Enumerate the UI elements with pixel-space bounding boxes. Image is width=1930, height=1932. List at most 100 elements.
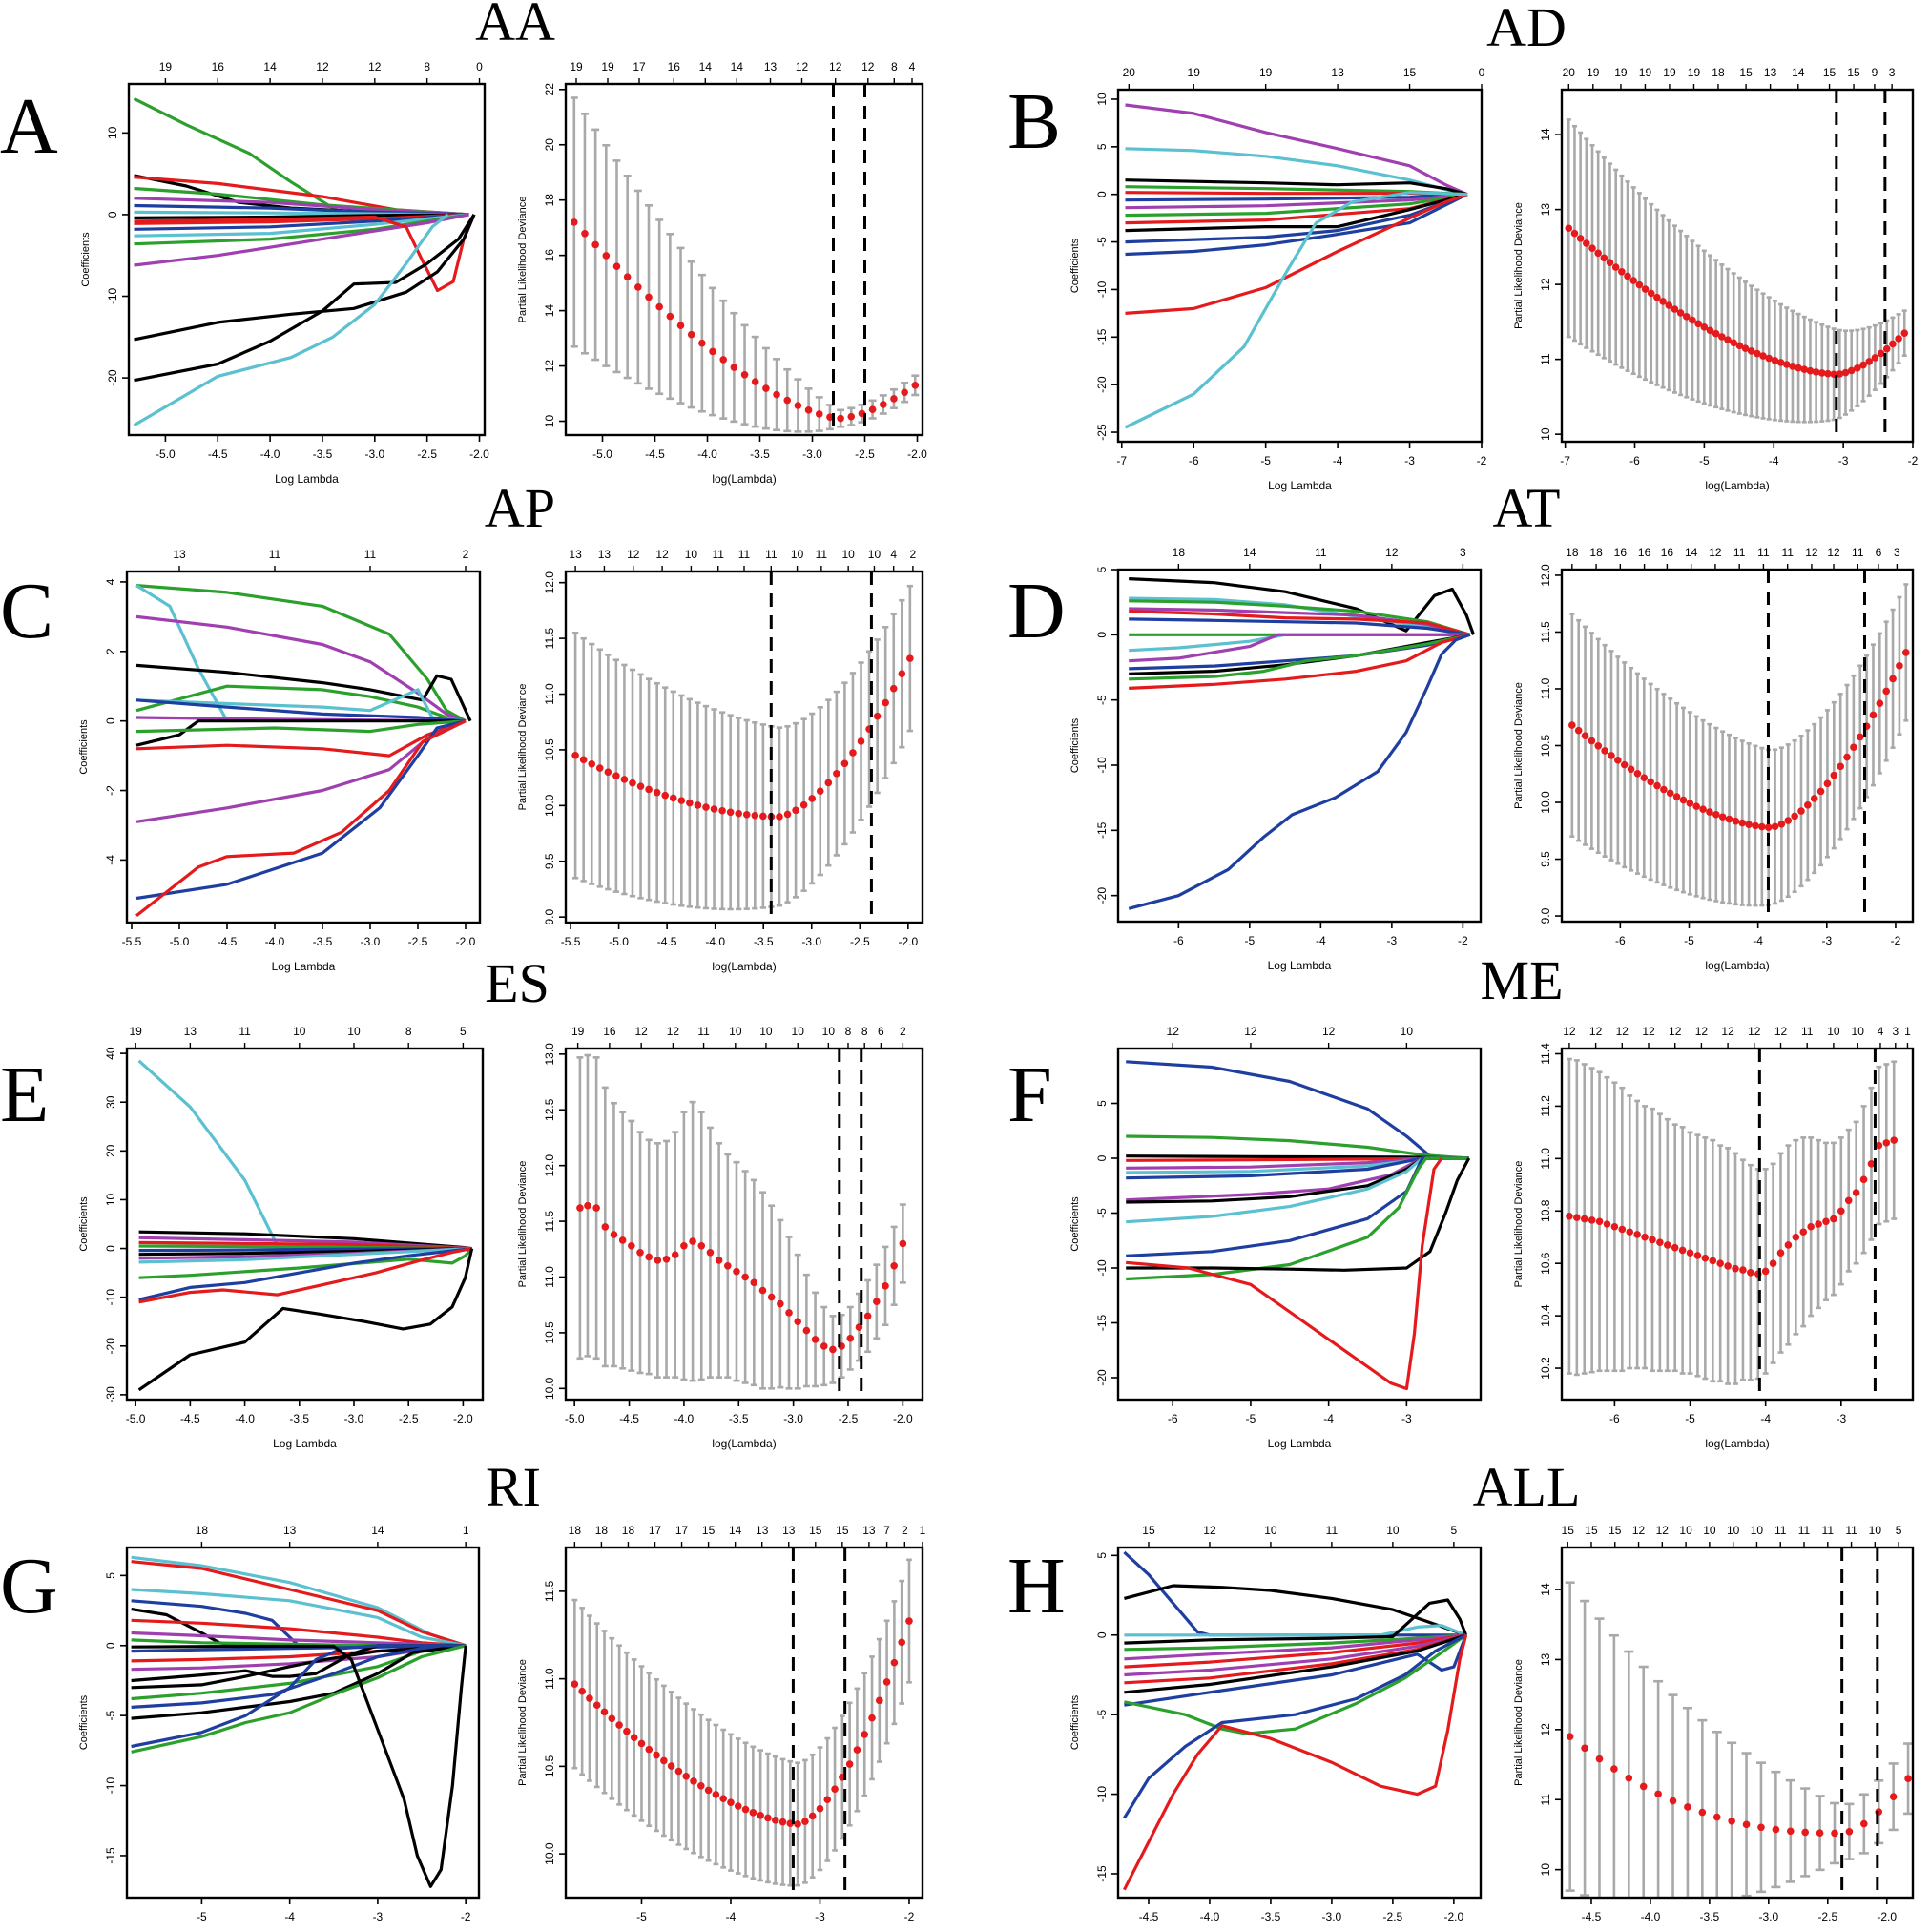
cv-point	[1784, 1241, 1793, 1249]
top-tick-label: 4	[890, 548, 897, 561]
top-tick-label: 19	[1663, 66, 1676, 79]
x-tick-label: -4.0	[235, 1412, 255, 1425]
x-axis-label: log(Lambda)	[1705, 959, 1769, 972]
cv-point	[645, 1253, 653, 1261]
x-tick-label: -2	[461, 1910, 471, 1923]
x-axis-label: Log Lambda	[1268, 479, 1332, 492]
x-tick-label: -2.5	[1817, 1910, 1837, 1923]
top-tick-label: 11	[738, 548, 751, 561]
x-tick-label: -4.5	[645, 447, 665, 461]
cv-point	[1606, 259, 1614, 267]
cv-point	[799, 800, 808, 809]
top-tick-label: 11	[1326, 1524, 1339, 1537]
cv-point	[666, 312, 674, 321]
x-axis-label: Log Lambda	[275, 472, 339, 486]
top-tick-label: 13	[1764, 66, 1777, 79]
cv-point	[595, 764, 604, 772]
cv-point	[1758, 822, 1766, 831]
top-tick-label: 13	[173, 548, 186, 561]
chart-F-coef: -6 -5 -4 -3 -20 -15 -10 -5 0 5 12 12 12 10 Log Lambda C…	[1069, 1025, 1483, 1450]
x-tick-label: -2.0	[469, 447, 489, 461]
top-tick-label: 11	[1798, 1524, 1811, 1537]
coef-path-11	[1129, 633, 1471, 681]
y-tick-label: 9.0	[1539, 907, 1552, 924]
cv-point	[1776, 359, 1785, 366]
cv-point	[1830, 771, 1838, 779]
cv-point	[1594, 249, 1602, 258]
y-tick-label: -10	[106, 288, 119, 305]
y-tick-label: -2	[104, 785, 117, 796]
x-tick-label: -5	[1699, 454, 1710, 467]
cv-point	[1692, 802, 1701, 810]
cv-point	[846, 1334, 855, 1342]
x-tick-label: -5	[1245, 934, 1256, 947]
cv-point	[785, 1309, 793, 1317]
cv-point	[794, 1820, 801, 1828]
cv-point	[584, 1201, 591, 1210]
cv-point	[1889, 675, 1897, 683]
cv-point	[1669, 1797, 1677, 1805]
cv-point	[576, 1204, 584, 1212]
top-tick-label: 2	[463, 548, 469, 561]
cv-point	[1671, 305, 1679, 313]
coef-path-2	[1125, 178, 1468, 197]
y-tick-label: 0	[106, 211, 119, 218]
top-tick-label: 14	[1685, 546, 1698, 559]
cv-point	[697, 1781, 705, 1790]
x-tick-label: -3.5	[289, 1412, 309, 1425]
cv-point	[1732, 817, 1740, 825]
y-tick-label: -15	[1095, 328, 1109, 345]
top-tick-label: 12	[1632, 1524, 1646, 1537]
cv-point	[660, 1756, 668, 1765]
cv-point	[579, 756, 588, 764]
y-tick-label: -5	[1095, 1709, 1109, 1719]
top-tick-label: 13	[569, 548, 582, 561]
top-tick-label: 15	[1739, 66, 1753, 79]
top-tick-label: 8	[891, 60, 898, 73]
top-tick-label: 11	[765, 548, 778, 561]
cv-point	[1875, 1141, 1883, 1150]
cv-point	[615, 1721, 623, 1729]
cv-point	[833, 769, 840, 778]
x-tick-label: -2.0	[453, 1412, 473, 1425]
cv-point	[1718, 813, 1727, 821]
top-tick-label: 19	[1688, 66, 1701, 79]
y-tick-label: 4	[104, 578, 117, 585]
top-tick-label: 12	[1616, 1025, 1629, 1038]
top-tick-label: 12	[1748, 1025, 1761, 1038]
x-tick-label: -4.0	[697, 447, 717, 461]
cv-point	[773, 390, 780, 399]
chart-A-cv: -5.0 -4.5 -4.0 -3.5 -3.0 -2.5 -2.0 10 12 14 16 18 20…	[517, 60, 927, 486]
coef-path-13	[135, 719, 467, 917]
cv-point	[1570, 229, 1579, 238]
cv-point	[1639, 1782, 1648, 1791]
y-tick-label: 10.0	[543, 794, 556, 817]
x-tick-label: -6	[1609, 1412, 1620, 1425]
cv-point	[726, 808, 735, 817]
plot-frame	[1560, 88, 1915, 444]
cv-point	[630, 1734, 638, 1741]
x-tick-label: -2.5	[417, 447, 437, 461]
cv-point	[612, 262, 621, 270]
cv-point	[1716, 1259, 1724, 1267]
top-tick-label: 13	[782, 1524, 796, 1537]
cv-point	[1882, 1139, 1891, 1147]
panel-letter-D: D	[1007, 567, 1066, 655]
cv-point	[794, 1318, 802, 1326]
cv-point	[831, 1785, 839, 1794]
x-tick-label: -3.0	[802, 447, 822, 461]
top-tick-label: 11	[1822, 1524, 1835, 1537]
chart-H-coef: -4.5 -4.0 -3.5 -3.0 -2.5 -2.0 -15 -10 -5 0 5 15 12 10…	[1069, 1524, 1483, 1923]
x-tick-label: -3	[815, 1910, 825, 1923]
cv-point	[1732, 1264, 1739, 1273]
x-tick-label: -3.5	[313, 935, 333, 948]
x-axis-label: Log Lambda	[273, 1437, 337, 1450]
cv-point	[1580, 1215, 1588, 1223]
y-tick-label: 12	[1539, 278, 1552, 291]
top-tick-label: 3	[1889, 66, 1896, 79]
cv-point	[1641, 1233, 1649, 1241]
cv-point	[771, 1816, 779, 1824]
top-tick-label: 19	[129, 1025, 142, 1038]
cv-point	[1801, 1828, 1809, 1837]
cv-point	[1795, 364, 1802, 372]
